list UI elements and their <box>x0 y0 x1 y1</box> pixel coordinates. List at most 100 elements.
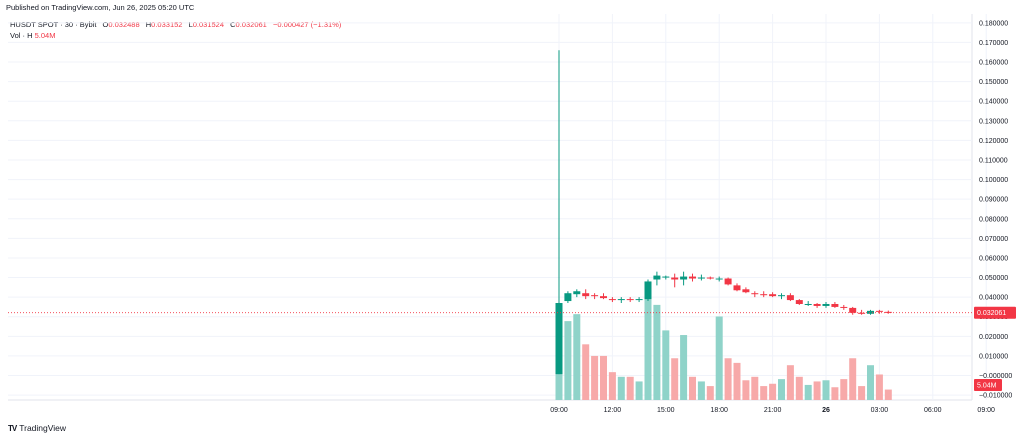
price-tick-label: 0.070000 <box>979 236 1008 243</box>
time-tick-label: 03:00 <box>871 407 889 414</box>
volume-badge-label: 5.04M <box>977 383 997 390</box>
volume-bar <box>822 380 830 400</box>
volume-bar <box>600 355 607 400</box>
candle-body <box>697 277 705 279</box>
price-tick-label: 0.020000 <box>979 334 1008 341</box>
candle-body <box>671 277 679 280</box>
volume-bar <box>742 380 750 400</box>
time-tick-label: 18:00 <box>710 407 728 414</box>
volume-bar <box>626 376 634 400</box>
price-tick-label: 0.120000 <box>979 138 1008 145</box>
price-tick-label: 0.170000 <box>979 40 1008 47</box>
price-tick-label: −0.000000 <box>979 373 1012 380</box>
price-tick-label: −0.010000 <box>979 393 1012 400</box>
volume-bar <box>751 376 759 400</box>
price-tick-label: 0.040000 <box>979 295 1008 302</box>
volume-bar <box>831 387 839 400</box>
time-tick-label: 21:00 <box>764 407 782 414</box>
volume-bar <box>689 376 696 400</box>
volume-bar <box>608 372 616 400</box>
volume-bar <box>635 381 643 400</box>
volume-bar <box>813 381 821 400</box>
candle-body <box>617 299 625 301</box>
price-tick-label: 0.090000 <box>979 197 1008 204</box>
candle-body <box>724 278 732 285</box>
price-tick-label: 0.080000 <box>979 216 1008 223</box>
time-tick-label: 09:00 <box>977 407 995 414</box>
volume-bar <box>733 362 741 400</box>
close-value: 0.032061 <box>235 20 267 29</box>
volume-legend-label[interactable]: Vol · H <box>10 31 33 40</box>
volume-bar <box>795 376 803 400</box>
volume-bar <box>769 383 777 400</box>
volume-bar <box>715 316 723 400</box>
candle-body <box>858 312 866 314</box>
candle-body <box>626 299 634 301</box>
high-label: H <box>145 20 152 29</box>
candle-body <box>840 306 848 308</box>
volume-bar <box>582 344 590 400</box>
volume-bar <box>786 365 794 400</box>
symbol-title[interactable]: HUSDT SPOT · 30 · Bybit <box>10 20 97 29</box>
candle-body <box>822 303 830 306</box>
volume-bar <box>617 376 625 400</box>
candle-body <box>849 307 857 313</box>
volume-bar <box>858 386 866 400</box>
price-tick-label: 0.150000 <box>979 79 1008 86</box>
volume-bar <box>644 286 652 400</box>
price-tick-label: 0.110000 <box>979 157 1008 164</box>
candle-body <box>689 276 696 279</box>
candle-body <box>608 299 616 301</box>
volume-bar <box>884 389 892 400</box>
close-label: C <box>230 20 236 29</box>
candle-body <box>555 303 563 375</box>
candle-body <box>564 293 572 302</box>
candle-body <box>635 299 643 301</box>
volume-bar <box>760 386 768 400</box>
price-tick-label: 0.160000 <box>979 60 1008 67</box>
volume-bars <box>555 286 892 400</box>
grid <box>8 14 987 401</box>
time-tick-label: 15:00 <box>657 407 675 414</box>
open-label: O <box>102 20 109 29</box>
volume-bar <box>697 381 705 400</box>
axis-badges: 0.032061 5.04M <box>974 306 1016 391</box>
candle-body <box>591 295 599 297</box>
price-axis[interactable]: −0.010000−0.0000000.0100000.0200000.0300… <box>979 20 1012 399</box>
volume-bar <box>653 304 661 400</box>
price-tick-label: 0.100000 <box>979 177 1008 184</box>
time-axis[interactable]: 09:00 12:00 15:00 18:00 21:00 26 03:00 06:00 09:… <box>550 407 995 414</box>
volume-bar <box>564 321 572 400</box>
time-tick-label: 26 <box>822 407 830 414</box>
last-price-badge-label: 0.032061 <box>977 310 1006 317</box>
candle-body <box>769 294 777 297</box>
volume-bar <box>778 379 785 400</box>
published-note: Published on TradingView.com, Jun 26, 20… <box>6 3 195 12</box>
volume-bar <box>671 358 679 400</box>
tradingview-logo-icon: TV <box>8 423 17 433</box>
footer-brand[interactable]: TV TradingView <box>8 423 66 433</box>
candle-body <box>778 295 785 297</box>
candle-body <box>813 303 821 306</box>
high-value: 0.033152 <box>151 20 183 29</box>
volume-bar <box>555 366 563 400</box>
candle-body <box>742 289 750 293</box>
price-tick-label: 0.140000 <box>979 99 1008 106</box>
volume-bar <box>706 386 714 400</box>
price-tick-label: 0.050000 <box>979 275 1008 282</box>
candle-body <box>600 296 607 299</box>
price-tick-label: 0.130000 <box>979 118 1008 125</box>
volume-legend-value: 5.04M <box>34 31 56 40</box>
candle-body <box>662 276 670 278</box>
low-label: L <box>188 20 193 29</box>
time-tick-label: 09:00 <box>550 407 568 414</box>
candles <box>555 50 892 375</box>
volume-bar <box>573 314 581 400</box>
volume-bar <box>840 379 848 400</box>
low-value: 0.031524 <box>192 20 225 29</box>
symbol-legend: HUSDT SPOT · 30 · Bybit O0.032488 H0.033… <box>10 19 341 31</box>
volume-bar <box>875 374 883 400</box>
last-price-badge <box>974 306 1016 319</box>
candle-body <box>875 310 883 312</box>
